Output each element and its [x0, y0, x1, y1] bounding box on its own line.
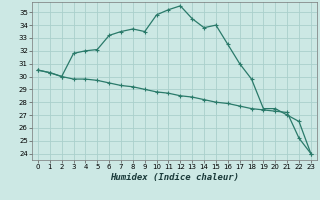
X-axis label: Humidex (Indice chaleur): Humidex (Indice chaleur)	[110, 173, 239, 182]
